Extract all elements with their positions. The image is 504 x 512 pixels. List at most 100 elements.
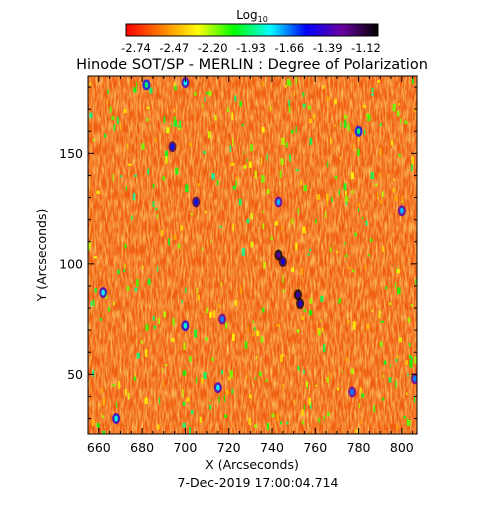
- heatmap-speckle: [231, 138, 234, 146]
- heatmap-speckle: [247, 326, 249, 333]
- heatmap-speckle: [171, 338, 175, 342]
- heatmap-speckle: [411, 156, 414, 165]
- heatmap-speckle: [262, 210, 264, 214]
- heatmap-speckle: [254, 170, 257, 179]
- heatmap-speckle: [395, 380, 397, 389]
- heatmap-speckle: [124, 244, 127, 249]
- heatmap-speckle: [360, 419, 362, 425]
- heatmap-speckle: [361, 393, 365, 398]
- heatmap-speckle: [158, 318, 160, 325]
- heatmap-speckle: [382, 245, 385, 252]
- colorbar-tick-label: -2.20: [198, 41, 228, 55]
- heatmap-speckle: [377, 80, 380, 83]
- heatmap-speckle: [202, 103, 204, 109]
- heatmap-speckle: [323, 416, 326, 420]
- heatmap-speckle: [295, 169, 299, 172]
- heatmap-speckle: [380, 320, 384, 323]
- heatmap-speckle: [407, 373, 409, 377]
- heatmap-speckle: [230, 163, 232, 166]
- heatmap-speckle: [327, 161, 329, 168]
- heatmap-speckle: [352, 143, 355, 152]
- heatmap-speckle: [274, 221, 279, 226]
- heatmap-speckle: [120, 175, 122, 178]
- heatmap-speckle: [276, 324, 280, 327]
- heatmap-speckle: [408, 355, 412, 359]
- colorbar-tick-label: -1.12: [351, 41, 381, 55]
- heatmap-speckle: [189, 356, 192, 362]
- heatmap-speckle: [173, 108, 176, 113]
- heatmap-speckle: [149, 87, 153, 94]
- heatmap-speckle: [173, 116, 176, 124]
- heatmap-speckle: [142, 265, 144, 269]
- heatmap-speckle: [280, 421, 283, 425]
- heatmap-speckle: [302, 103, 306, 108]
- feature-core: [183, 322, 188, 329]
- heatmap-speckle: [388, 377, 392, 383]
- heatmap-speckle: [220, 282, 223, 287]
- heatmap-speckle: [212, 310, 216, 318]
- heatmap-speckle: [262, 223, 265, 229]
- heatmap-speckle: [345, 202, 348, 206]
- heatmap-speckle: [263, 262, 266, 269]
- heatmap-speckle: [398, 103, 400, 106]
- heatmap-speckle: [244, 341, 248, 349]
- heatmap-speckle: [145, 349, 148, 357]
- feature-core: [194, 198, 199, 205]
- heatmap-speckle: [329, 247, 332, 253]
- heatmap-speckle: [326, 198, 328, 207]
- heatmap-speckle: [378, 310, 381, 319]
- heatmap-speckle: [98, 267, 100, 271]
- heatmap-speckle: [389, 364, 391, 368]
- heatmap-speckle: [382, 397, 385, 401]
- heatmap-speckle: [282, 289, 285, 293]
- heatmap-speckle: [323, 344, 326, 353]
- y-axis-label: Y (Arcseconds): [34, 209, 49, 303]
- heatmap-speckle: [392, 188, 396, 193]
- heatmap-speckle: [354, 232, 357, 237]
- heatmap-speckle: [406, 418, 408, 426]
- heatmap-speckle: [186, 397, 190, 402]
- heatmap-speckle: [165, 364, 168, 367]
- heatmap-speckle: [122, 269, 126, 272]
- heatmap-speckle: [89, 112, 93, 119]
- heatmap-speckle: [134, 174, 137, 177]
- heatmap-speckle: [226, 107, 229, 112]
- heatmap-speckle: [241, 124, 244, 127]
- heatmap-speckle: [229, 370, 233, 378]
- feature-core: [413, 375, 417, 382]
- heatmap-speckle: [318, 417, 321, 423]
- heatmap-speckle: [94, 288, 97, 293]
- heatmap-speckle: [359, 387, 363, 394]
- heatmap-speckle: [118, 380, 120, 389]
- heatmap-speckle: [175, 167, 179, 175]
- heatmap-speckle: [293, 400, 295, 404]
- colorbar-label-subscript: 10: [258, 15, 268, 24]
- colorbar-tick-label: -1.39: [313, 41, 343, 55]
- heatmap-speckle: [113, 124, 116, 131]
- x-tick-label: 740: [260, 440, 284, 455]
- heatmap-speckle: [93, 256, 97, 259]
- x-tick-label: 720: [217, 440, 241, 455]
- heatmap-speckle: [357, 208, 360, 212]
- heatmap-speckle: [370, 172, 374, 180]
- heatmap-speckle: [231, 333, 235, 341]
- heatmap-speckle: [407, 317, 411, 323]
- heatmap-speckle: [300, 180, 302, 186]
- heatmap-speckle: [131, 215, 133, 221]
- heatmap-speckle: [201, 247, 203, 252]
- heatmap-speckle: [344, 254, 348, 258]
- heatmap-speckle: [309, 137, 313, 145]
- heatmap-speckle: [223, 394, 225, 402]
- heatmap-speckle: [296, 328, 300, 333]
- heatmap-speckle: [331, 196, 333, 203]
- heatmap-speckle: [159, 397, 161, 404]
- heatmap-speckle: [177, 124, 179, 128]
- heatmap-speckle: [334, 98, 337, 105]
- heatmap-speckle: [133, 376, 136, 381]
- heatmap-speckle: [321, 327, 324, 333]
- heatmap-speckle: [232, 223, 235, 232]
- heatmap-speckle: [190, 212, 193, 216]
- heatmap-speckle: [381, 191, 384, 198]
- heatmap-speckle: [89, 82, 92, 86]
- heatmap-speckle: [293, 91, 295, 96]
